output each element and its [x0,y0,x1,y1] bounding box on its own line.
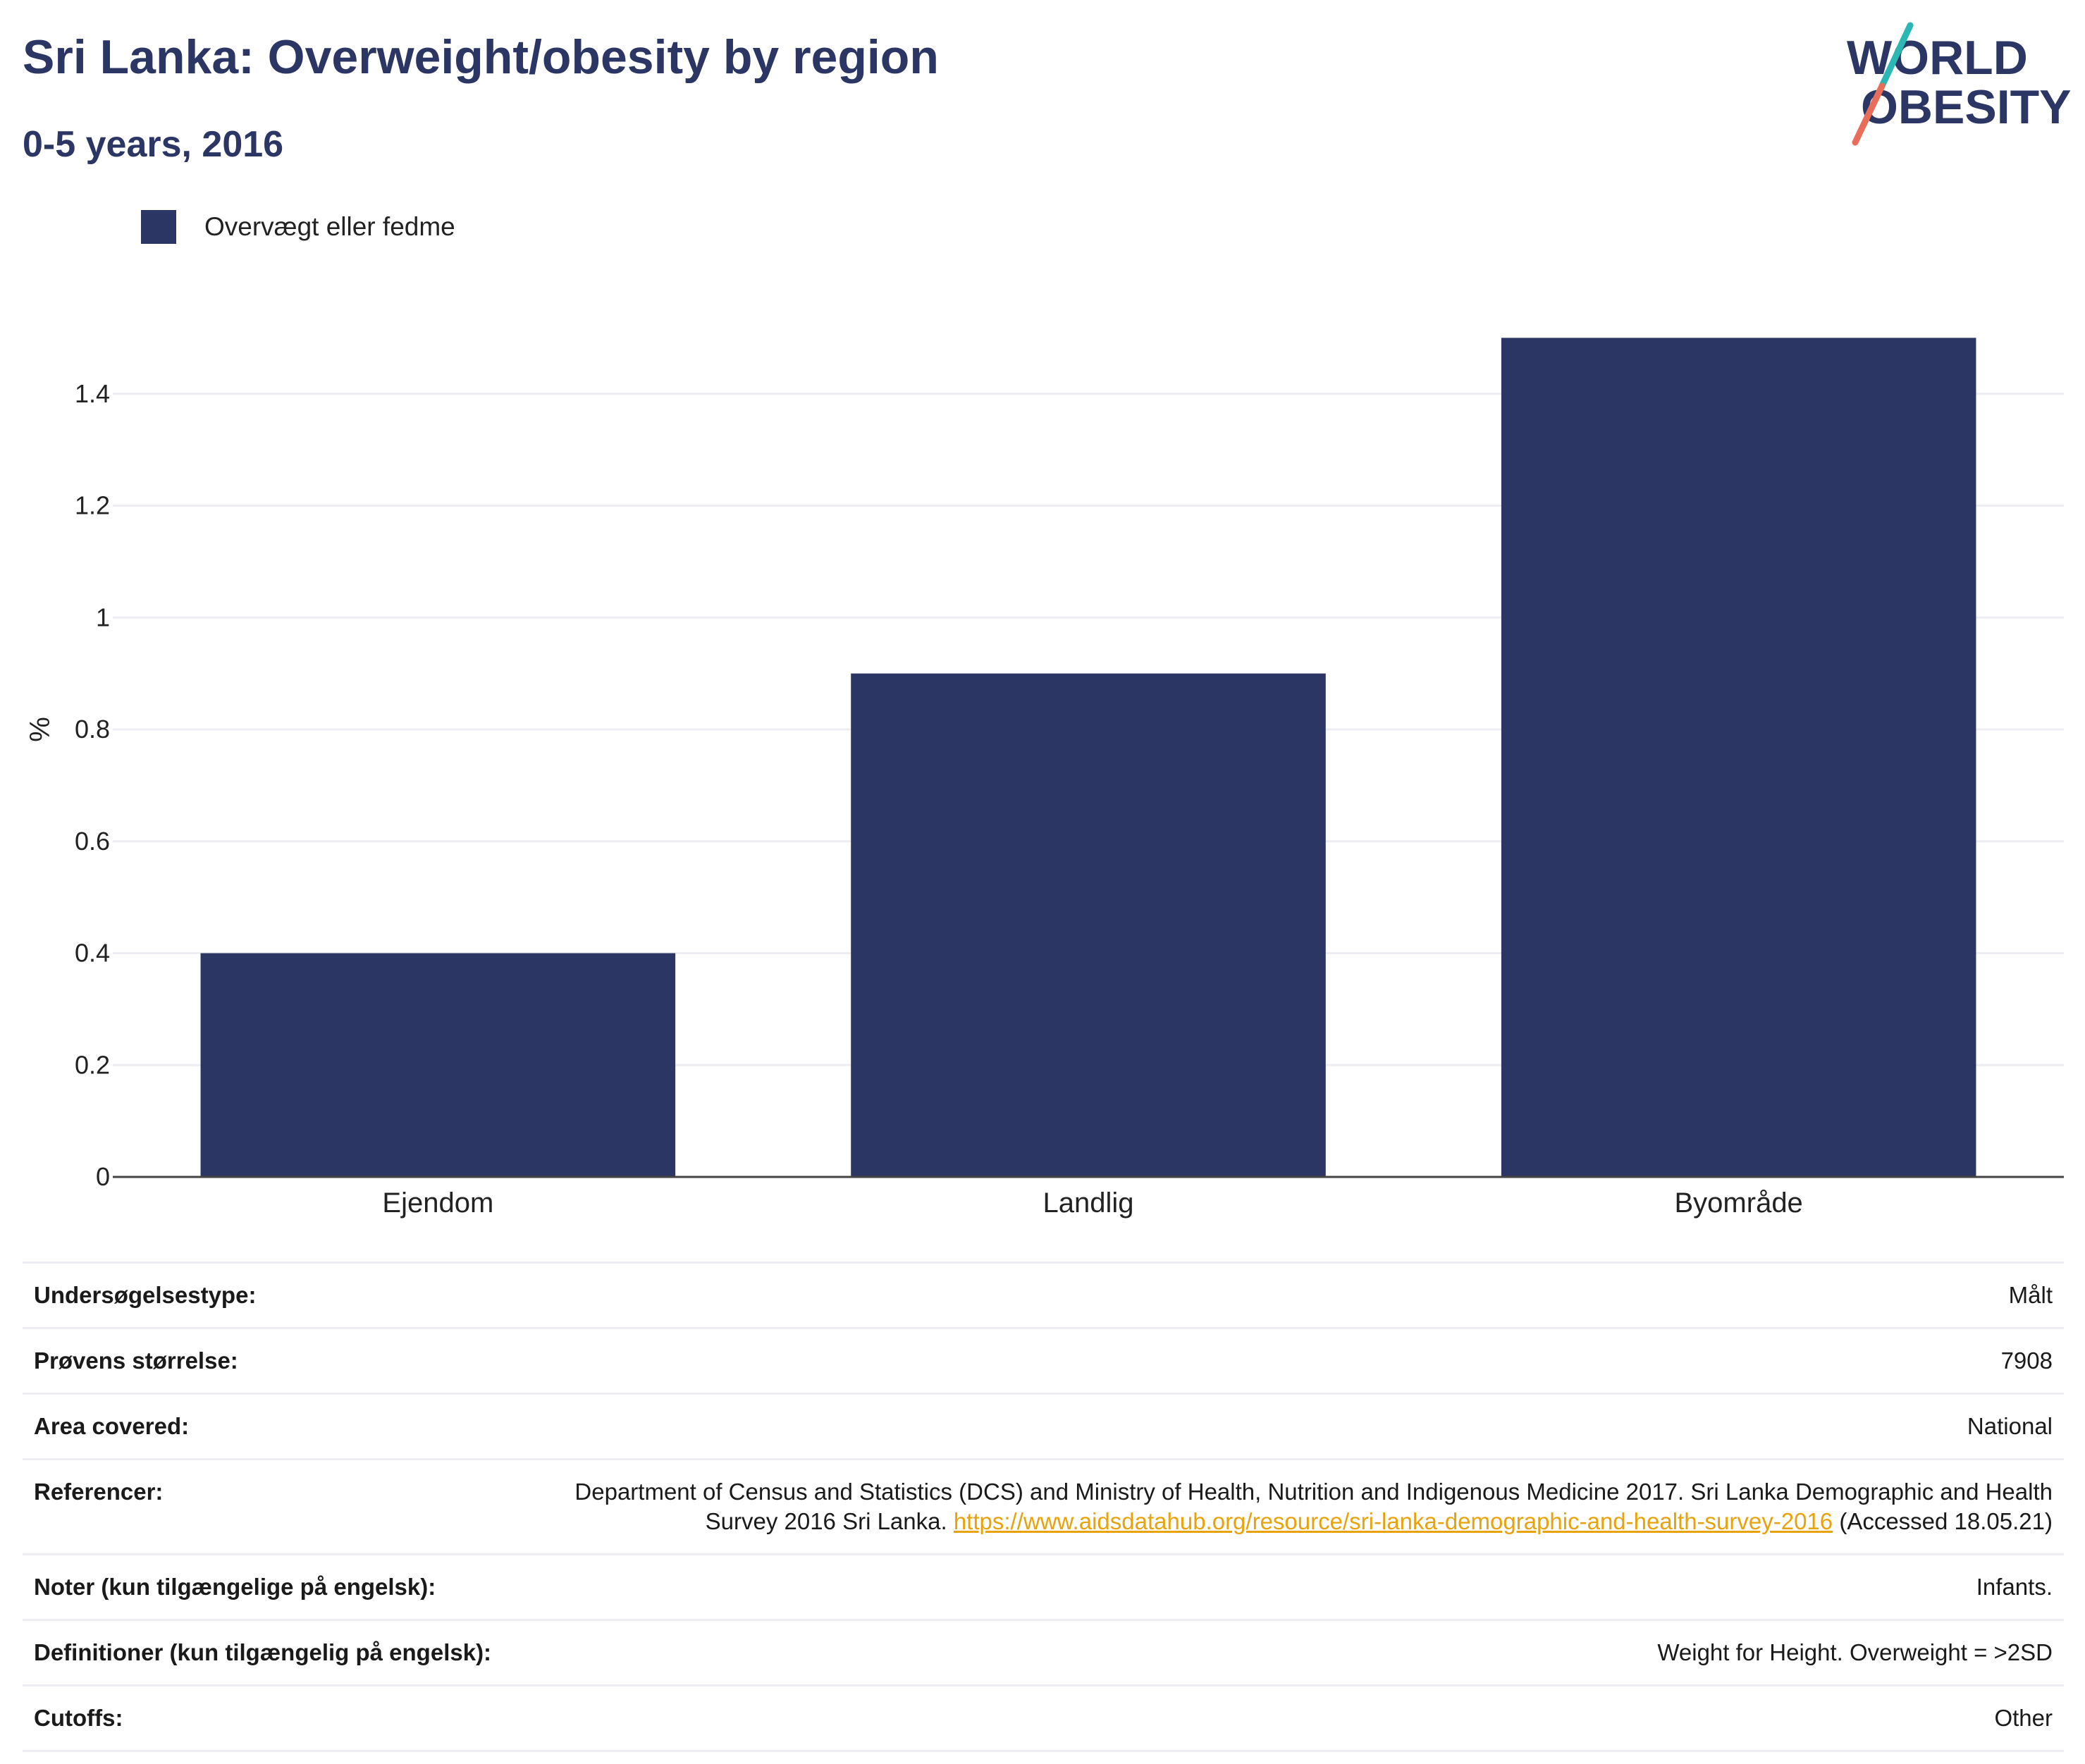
info-label: Noter (kun tilgængelige på engelsk): [34,1574,436,1600]
legend-label: Overvægt eller fedme [204,212,455,241]
svg-text:OBESITY: OBESITY [1861,80,2072,134]
legend-swatch [141,210,176,244]
y-tick-label: 0.8 [75,715,110,744]
info-value: Målt [2008,1282,2053,1308]
info-row-cutoffs: Cutoffs: Other [23,1684,2064,1752]
info-label: Definitioner (kun tilgængelig på engelsk… [34,1639,492,1665]
info-row-survey-type: Undersøgelsestype: Målt [23,1262,2064,1327]
info-label: Undersøgelsestype: [34,1282,257,1308]
info-value: National [1967,1413,2053,1439]
references-text-after: (Accessed 18.05.21) [1833,1508,2053,1534]
x-tick-label: Byområde [1675,1188,1803,1219]
info-label: Area covered: [34,1413,190,1439]
info-row-notes: Noter (kun tilgængelige på engelsk): Inf… [23,1553,2064,1619]
chart-subtitle: 0-5 years, 2016 [23,124,284,165]
x-tick-label: Landlig [1042,1188,1133,1219]
chart-legend: Overvægt eller fedme [141,210,455,244]
info-label: Referencer: [34,1479,164,1505]
info-label: Prøvens størrelse: [34,1347,238,1374]
y-tick-label: 0.6 [75,827,110,856]
info-row-sample-size: Prøvens størrelse: 7908 [23,1327,2064,1393]
reference-link[interactable]: https://www.aidsdatahub.org/resource/sri… [953,1508,1833,1534]
world-obesity-logo: WORLD OBESITY [1847,22,2072,146]
info-value: Infants. [1976,1574,2053,1600]
bar-landlig [851,673,1326,1177]
bar-byområde [1501,338,1976,1177]
y-tick-label: 0.4 [75,939,110,968]
references-text-before: Department of Census and Statistics (DCS… [574,1479,2053,1534]
info-row-definitions: Definitioner (kun tilgængelig på engelsk… [23,1619,2064,1684]
info-value: Weight for Height. Overweight = >2SD [1657,1639,2053,1665]
y-tick-label: 1.2 [75,491,110,520]
info-row-area: Area covered: National [23,1393,2064,1458]
bar-ejendom [200,953,676,1177]
y-tick-label: 0 [96,1162,110,1191]
info-label: Cutoffs: [34,1705,123,1731]
info-row-references: Referencer: Department of Census and Sta… [23,1458,2064,1553]
info-value: Other [1994,1705,2053,1731]
y-tick-label: 1 [96,603,110,631]
bar-chart: 0 0.2 0.4 0.6 0.8 1 1.2 1.4% Ejendom Landlig Byomr… [25,338,2064,1219]
references-text: Department of Census and Statistics (DCS… [530,1477,2053,1536]
y-axis-title: % [25,717,56,742]
chart-title: Sri Lanka: Overweight/obesity by region [23,30,939,84]
svg-text:WORLD: WORLD [1847,31,2028,85]
x-tick-label: Ejendom [382,1188,493,1219]
y-tick-label: 1.4 [75,379,110,408]
survey-info-table: Undersøgelsestype: Målt Prøvens størrels… [23,1262,2064,1752]
y-tick-label: 0.2 [75,1050,110,1079]
info-value: 7908 [2000,1347,2053,1374]
